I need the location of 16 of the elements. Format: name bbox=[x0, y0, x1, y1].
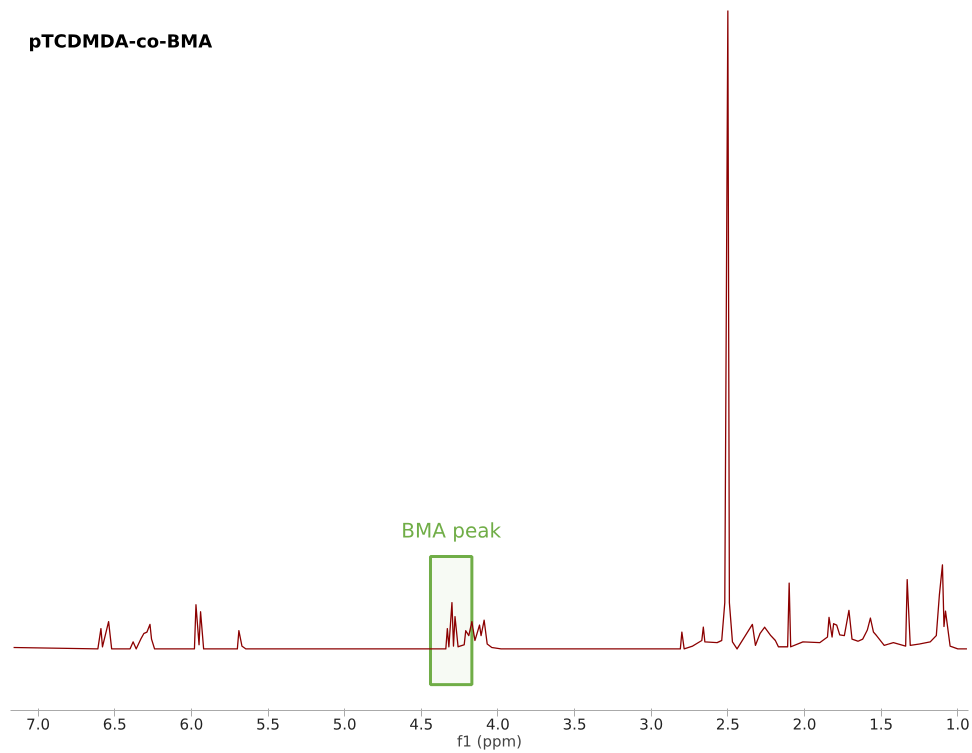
x-tick-label: 3.0 bbox=[639, 716, 664, 734]
x-tick-label: 1.0 bbox=[946, 716, 970, 734]
x-tick-label: 7.0 bbox=[26, 716, 50, 734]
x-tick-label: 6.5 bbox=[102, 716, 127, 734]
x-tick-label: 2.0 bbox=[792, 716, 816, 734]
x-tick-label: 4.0 bbox=[486, 716, 510, 734]
x-axis-title: f1 (ppm) bbox=[457, 732, 522, 750]
x-tick-label: 5.0 bbox=[332, 716, 357, 734]
x-tick-label: 3.5 bbox=[562, 716, 586, 734]
x-tick-label: 1.5 bbox=[869, 716, 894, 734]
x-tick-label: 5.5 bbox=[256, 716, 280, 734]
x-tick-label: 6.0 bbox=[179, 716, 204, 734]
band-label: BMA peak bbox=[401, 518, 502, 542]
x-tick-label: 2.5 bbox=[716, 716, 740, 734]
text: pTCDMDA-co-BMA bbox=[28, 32, 212, 52]
x-tick-label: 4.5 bbox=[409, 716, 434, 734]
